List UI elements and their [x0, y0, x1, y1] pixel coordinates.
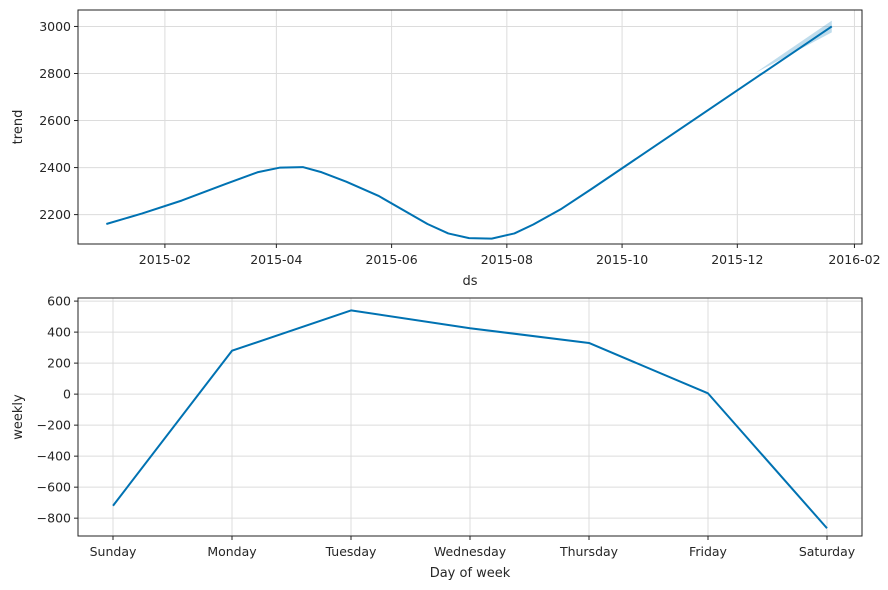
y-tick-label: 400 — [47, 325, 71, 340]
y-tick-label: −600 — [37, 480, 71, 495]
y-tick-label: 2400 — [39, 160, 71, 175]
x-tick-label: Saturday — [799, 544, 856, 559]
y-axis-label: weekly — [11, 394, 26, 440]
weekly-panel: Sunday Monday Tuesday Wednesday Thursday Frid… — [11, 294, 863, 581]
x-tick-label: Friday — [689, 544, 727, 559]
y-tick-label: −200 — [37, 418, 71, 433]
x-tick-label: 2015-02 — [139, 252, 191, 267]
x-tick-label: Tuesday — [325, 544, 377, 559]
trend-line — [106, 25, 833, 240]
x-tick-label: 2016-02 — [828, 252, 880, 267]
x-tick-label: 2015-12 — [711, 252, 763, 267]
x-tick-label: 2015-10 — [596, 252, 648, 267]
y-tick-label: 2800 — [39, 66, 71, 81]
x-tick-label: Monday — [207, 544, 257, 559]
weekly-line — [112, 309, 828, 529]
x-tick-label: Thursday — [559, 544, 619, 559]
y-tick-label: 2200 — [39, 207, 71, 222]
plot-frame — [77, 9, 863, 245]
uncertainty-band — [754, 20, 832, 74]
trend-panel: 2015-02 2015-04 2015-06 2015-08 2015-10 2015-… — [11, 9, 881, 289]
x-axis-label: ds — [462, 274, 477, 289]
y-tick-label: 200 — [47, 356, 71, 371]
x-tick-label: 2015-08 — [481, 252, 533, 267]
y-tick-label: −400 — [37, 449, 71, 464]
y-tick-label: 0 — [63, 387, 71, 402]
y-axis-label: trend — [11, 110, 26, 145]
x-tick-label: Wednesday — [434, 544, 507, 559]
x-tick-label: Sunday — [90, 544, 137, 559]
x-tick-label: 2015-06 — [365, 252, 417, 267]
y-tick-label: 600 — [47, 294, 71, 309]
y-tick-label: 3000 — [39, 19, 71, 34]
x-tick-label: 2015-04 — [250, 252, 302, 267]
y-tick-label: −800 — [37, 511, 71, 526]
y-tick-label: 2600 — [39, 113, 71, 128]
plot-frame — [77, 297, 863, 537]
x-axis-label: Day of week — [430, 566, 511, 581]
